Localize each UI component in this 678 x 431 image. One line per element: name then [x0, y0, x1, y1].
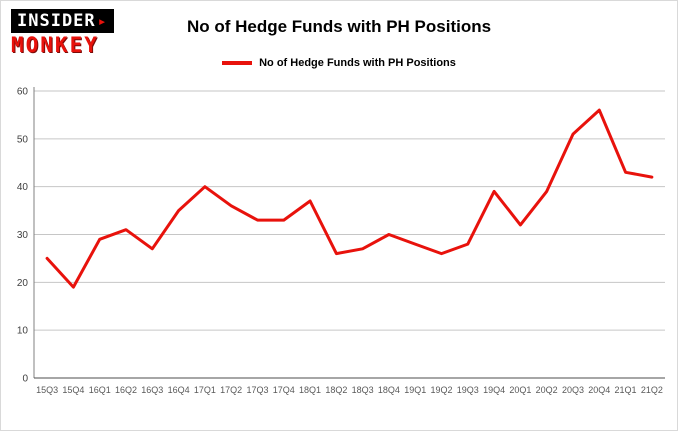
x-tick-label: 19Q1 [404, 385, 426, 395]
x-tick-label: 17Q2 [220, 385, 242, 395]
x-tick-label: 20Q1 [509, 385, 531, 395]
x-tick-label: 20Q4 [588, 385, 610, 395]
x-tick-label: 19Q3 [457, 385, 479, 395]
x-tick-label: 16Q3 [141, 385, 163, 395]
logo-caret-icon: ▸ [97, 12, 108, 30]
logo-text-insider: INSIDER ▸ [11, 9, 114, 33]
insider-monkey-logo: INSIDER ▸ MONKEY [11, 9, 141, 56]
x-tick-label: 16Q1 [89, 385, 111, 395]
y-tick-label: 0 [22, 374, 28, 385]
x-tick-label: 18Q2 [325, 385, 347, 395]
x-tick-label: 18Q4 [378, 385, 400, 395]
y-tick-label: 10 [17, 326, 29, 337]
legend-line-swatch [222, 61, 253, 65]
x-tick-label: 19Q4 [483, 385, 505, 395]
y-tick-label: 60 [17, 87, 29, 98]
x-tick-label: 21Q1 [615, 385, 637, 395]
x-tick-label: 19Q2 [431, 385, 453, 395]
x-tick-label: 17Q3 [246, 385, 268, 395]
y-tick-label: 20 [17, 278, 29, 289]
x-tick-label: 18Q3 [352, 385, 374, 395]
series-line [45, 108, 654, 289]
y-tick-label: 50 [17, 134, 29, 145]
chart-title: No of Hedge Funds with PH Positions [186, 17, 492, 36]
x-tick-label: 15Q3 [36, 385, 58, 395]
logo-text-monkey: MONKEY [11, 33, 99, 57]
x-tick-label: 21Q2 [641, 385, 663, 395]
legend-label: No of Hedge Funds with PH Positions [259, 57, 456, 69]
x-tick-label: 16Q4 [168, 385, 190, 395]
x-tick-label: 20Q2 [536, 385, 558, 395]
x-tick-label: 16Q2 [115, 385, 137, 395]
y-tick-label: 40 [17, 182, 29, 193]
chart-legend: No of Hedge Funds with PH Positions [1, 57, 677, 69]
x-tick-label: 17Q4 [273, 385, 295, 395]
x-tick-label: 15Q4 [62, 385, 84, 395]
x-tick-label: 20Q3 [562, 385, 584, 395]
x-tick-label: 17Q1 [194, 385, 216, 395]
x-tick-label: 18Q1 [299, 385, 321, 395]
y-tick-label: 30 [17, 230, 29, 241]
